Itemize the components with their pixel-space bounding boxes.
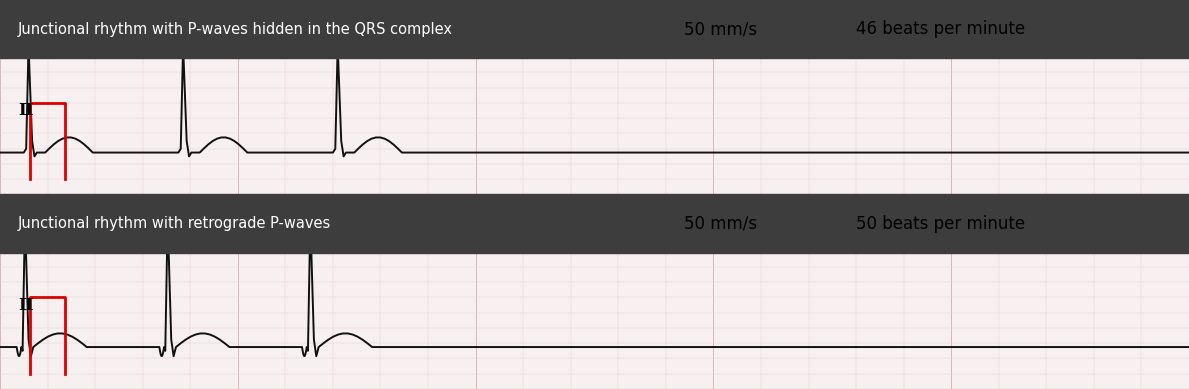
Text: II: II: [18, 296, 33, 314]
Text: 50 beats per minute: 50 beats per minute: [856, 215, 1025, 233]
Text: 46 beats per minute: 46 beats per minute: [856, 20, 1025, 38]
Bar: [0, 194, 1189, 253]
Text: 50 mm/s: 50 mm/s: [684, 20, 757, 38]
Text: Junctional rhythm with P-waves hidden in the QRS complex: Junctional rhythm with P-waves hidden in…: [18, 22, 453, 37]
Text: II: II: [18, 102, 33, 119]
Bar: [0, 0, 1189, 58]
Text: Junctional rhythm with retrograde P-waves: Junctional rhythm with retrograde P-wave…: [18, 216, 331, 231]
Text: 50 mm/s: 50 mm/s: [684, 215, 757, 233]
